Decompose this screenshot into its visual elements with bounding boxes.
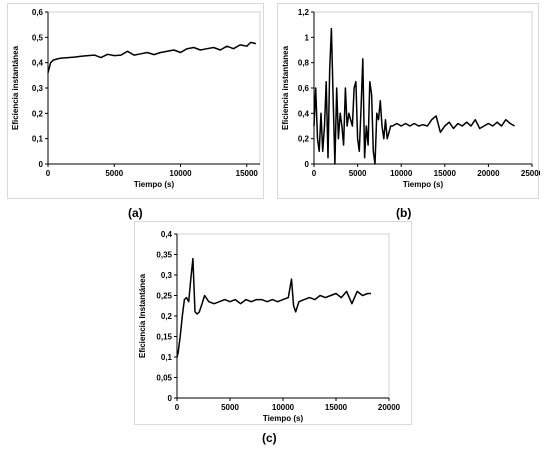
chart-c-caption: (c) [262,431,277,445]
series-line-c [176,257,371,358]
y-axis-label-c: Eficiencia Instantánea [138,273,147,358]
chart-panel-b: 0 0,2 0,4 0,6 0,8 1 1,2 0 5000 10000 15000 20000 250… [277,3,540,199]
plot-area-b [313,11,533,165]
y-tick-label-c: 0 [168,394,173,403]
y-tick-label-b: 0,4 [298,109,310,118]
y-tick-label-c: 0,25 [156,292,172,301]
x-tick-label-b: 0 [312,169,317,178]
y-tick-label-a: 0,3 [32,84,44,93]
x-tick-label-c: 10000 [272,403,295,412]
y-tick-label-b: 0,6 [298,84,310,93]
x-tick-label-b: 5000 [349,169,367,178]
x-axis-label-b: Tiempo (s) [403,180,444,189]
x-tick-label-a: 5000 [105,169,123,178]
y-tick-label-c: 0,2 [161,312,173,321]
y-tick-label-a: 0 [39,160,44,169]
y-tick-label-c: 0,15 [156,333,172,342]
y-axis-label-a: Eficiencia instantánea [11,45,20,130]
plot-area-c [176,233,390,399]
y-tick-label-b: 0 [305,160,310,169]
x-tick-label-c: 20000 [378,403,401,412]
x-axis-label-c: Tiempo (s) [263,414,304,423]
chart-b-caption: (b) [396,206,412,220]
y-tick-label-c: 0,3 [161,271,173,280]
y-tick-label-a: 0,4 [32,59,44,68]
y-tick-label-c: 0,1 [161,353,173,362]
x-tick-label-a: 0 [46,169,51,178]
chart-b-svg: 0 0,2 0,4 0,6 0,8 1 1,2 0 5000 10000 15000 20000 250… [281,8,540,189]
x-tick-label-a: 15000 [236,169,259,178]
x-tick-label-b: 15000 [434,169,457,178]
x-tick-label-a: 10000 [169,169,192,178]
y-tick-label-b: 1 [305,33,310,42]
y-tick-label-a: 0,5 [32,33,44,42]
x-axis-label-a: Tiempo (s) [134,180,175,189]
y-tick-label-b: 0,2 [298,135,310,144]
chart-panel-a: 0 0,1 0,2 0,3 0,4 0,5 0,6 0 5000 10000 15000 Tiempo… [7,3,264,199]
chart-c-svg: 0 0,05 0,1 0,15 0,2 0,25 0,3 0,35 0,4 0 5000 10000 1… [138,230,401,423]
series-line-a [47,41,257,73]
x-tick-label-b: 25000 [521,169,540,178]
y-tick-label-c: 0,4 [161,230,173,239]
y-tick-label-b: 0,8 [298,59,310,68]
x-tick-label-c: 5000 [221,403,239,412]
series-line-b [313,27,515,165]
y-axis-label-b: Eficiencia instantanea [281,45,290,130]
y-tick-label-a: 0,1 [32,135,44,144]
chart-a-caption: (a) [128,206,143,220]
y-tick-label-a: 0,2 [32,109,44,118]
x-tick-label-b: 10000 [390,169,413,178]
y-tick-label-c: 0,35 [156,251,172,260]
y-tick-label-a: 0,6 [32,8,44,17]
chart-panel-c: 0 0,05 0,1 0,15 0,2 0,25 0,3 0,35 0,4 0 5000 10000 1… [134,221,412,425]
y-tick-label-c: 0,05 [156,374,172,383]
x-tick-label-b: 20000 [477,169,500,178]
plot-area-a [47,11,261,165]
x-tick-label-c: 15000 [325,403,348,412]
y-tick-label-b: 1,2 [298,8,310,17]
x-tick-label-c: 0 [175,403,180,412]
chart-a-svg: 0 0,1 0,2 0,3 0,4 0,5 0,6 0 5000 10000 15000 Tiempo… [11,8,261,189]
